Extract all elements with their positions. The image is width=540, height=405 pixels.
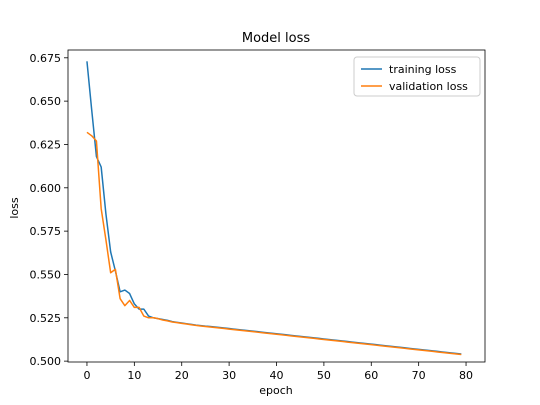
y-tick-label: 0.625 — [30, 138, 62, 151]
x-tick-label: 20 — [175, 369, 189, 382]
x-tick-label: 40 — [270, 369, 284, 382]
plot-frame — [67, 49, 486, 363]
x-tick-label: 80 — [459, 369, 473, 382]
x-tick-label: 10 — [127, 369, 141, 382]
y-tick-label: 0.500 — [30, 355, 62, 368]
x-tick-label: 50 — [317, 369, 331, 382]
x-tick-label: 70 — [412, 369, 426, 382]
plot-area-border — [67, 49, 486, 363]
legend-box — [353, 56, 481, 97]
y-axis-label: loss — [8, 197, 21, 219]
y-tick-label: 0.675 — [30, 52, 62, 65]
x-axis-label: epoch — [259, 384, 293, 397]
chart-title: Model loss — [242, 31, 311, 46]
legend-label-validation-loss: validation loss — [389, 80, 468, 93]
x-tick-label: 60 — [364, 369, 378, 382]
legend: training loss validation loss — [353, 56, 481, 97]
legend-label-training-loss: training loss — [389, 63, 457, 76]
series-line-training-loss — [86, 61, 462, 355]
y-tick-label: 0.600 — [30, 182, 62, 195]
y-tick-label: 0.575 — [30, 225, 62, 238]
x-tick-label: 30 — [222, 369, 236, 382]
y-tick-label: 0.650 — [30, 95, 62, 108]
series-lines — [86, 61, 462, 356]
x-axis-ticks: 0 10 20 30 40 50 60 70 80 — [83, 362, 473, 382]
series-line-validation-loss — [86, 131, 462, 356]
y-tick-label: 0.525 — [30, 312, 62, 325]
y-tick-label: 0.550 — [30, 268, 62, 281]
y-axis-ticks: 0.500 0.525 0.550 0.575 0.600 0.625 0.650 0.675 — [30, 52, 68, 368]
x-tick-label: 0 — [83, 369, 90, 382]
